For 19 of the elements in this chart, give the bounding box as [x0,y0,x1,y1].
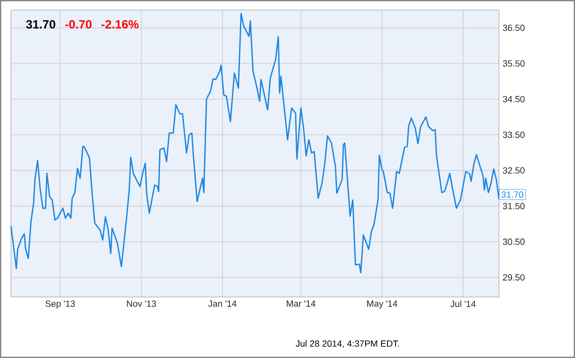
y-tick-label: 32.50 [502,167,525,174]
x-tick-label: Sep '13 [46,300,75,309]
annotation: -0.70 [65,20,92,29]
x-tick-label: Nov '13 [126,300,156,307]
y-tick-label: 36.50 [502,24,525,31]
y-tick-label: 34.50 [502,96,525,102]
y-tick-label: 33.50 [502,132,525,138]
y-tick-label: 30.50 [502,238,525,245]
text: Jul 28 2014, 4:37PM EDT. [296,340,399,348]
x-tick-label: Jul '14 [450,300,476,308]
y-tick-label: 31.50 [502,202,525,210]
x-tick-label: May '14 [367,300,398,309]
y-tick-label: 29.50 [502,274,525,281]
text: 31.70 [26,20,56,29]
annotation: 31.70 [502,191,524,198]
x-tick-label: Jan '14 [208,300,236,307]
y-tick-label: 35.50 [502,60,525,67]
x-tick-label: Mar '14 [286,300,316,307]
annotation: -2.16% [101,20,139,29]
